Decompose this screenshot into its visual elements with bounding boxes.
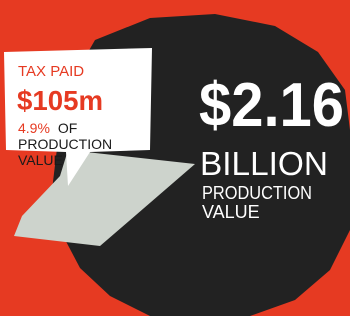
total-amount: $2.16 (199, 71, 344, 140)
callout-share: 4.9% (18, 120, 50, 136)
total-unit: BILLION (200, 145, 328, 182)
callout-amount: $105m (17, 85, 103, 116)
callout-line2: VALUE (18, 152, 63, 168)
infographic: TAX PAID $105m 4.9% OF PRODUCTION VALUE … (0, 0, 350, 316)
callout-line1: PRODUCTION (18, 136, 112, 152)
callout-label: TAX PAID (18, 63, 84, 80)
callout-share-line: 4.9% OF (18, 120, 77, 136)
page: TAX PAID $105m 4.9% OF PRODUCTION VALUE … (0, 0, 350, 316)
total-line2: VALUE (202, 202, 260, 222)
total-line1: PRODUCTION (202, 183, 312, 203)
callout-share-suffix: OF (58, 120, 77, 136)
